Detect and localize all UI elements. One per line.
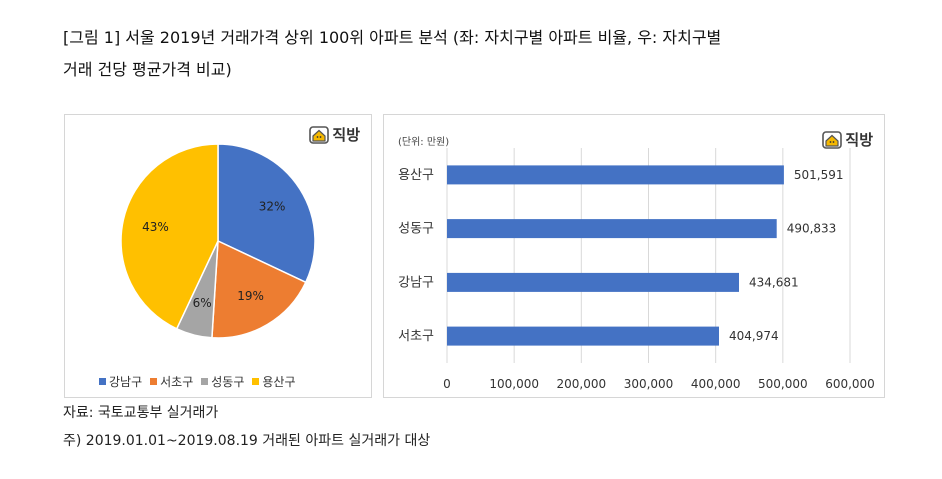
pie-slice-label: 43% [142, 220, 169, 234]
pie-slice-label: 19% [237, 289, 264, 303]
pie-slice [211, 239, 307, 339]
house-logo-icon [822, 130, 843, 149]
bar-chart-panel: (단위: 만원) 직방 0 100,000 200,000 300,000 400,00… [383, 114, 885, 398]
pie-chart-panel: 직방 32% 19% 6% 43% 강남구 서초구 성동구 용산구 [64, 114, 372, 398]
figure-caption-line-2: 거래 건당 평균가격 비교) [63, 60, 232, 79]
x-tick-label: 0 [443, 377, 451, 391]
y-category-label: 성동구 [398, 222, 434, 237]
pie-slice-label: 32% [259, 200, 286, 214]
brand-label: 직방 [332, 126, 360, 144]
pie-legend: 강남구 서초구 성동구 용산구 [99, 373, 304, 390]
x-tick-label: 500,000 [758, 377, 808, 391]
pie-slice [217, 143, 316, 284]
unit-label: (단위: 만원) [398, 137, 450, 148]
pie-chart: 32% 19% 6% 43% [120, 143, 316, 339]
legend-item: 서초구 [150, 373, 193, 390]
x-tick-label: 600,000 [825, 377, 875, 391]
bar [447, 165, 784, 185]
brand-label: 직방 [845, 131, 873, 149]
legend-label: 서초구 [160, 375, 194, 389]
x-tick-label: 300,000 [624, 377, 674, 391]
zigbang-logo: 직방 [822, 129, 873, 150]
period-note: 주) 2019.01.01~2019.08.19 거래된 아파트 실거래가 대상 [63, 433, 431, 449]
y-category-label: 서초구 [398, 329, 434, 344]
legend-swatch [201, 378, 209, 385]
zigbang-logo: 직방 [309, 124, 360, 145]
y-category-label: 용산구 [398, 168, 434, 183]
legend-label: 용산구 [262, 375, 296, 389]
legend-item: 성동구 [201, 373, 244, 390]
bar-value-label: 501,591 [794, 168, 844, 182]
legend-item: 용산구 [252, 373, 296, 390]
legend-swatch [150, 378, 158, 385]
bar [447, 326, 719, 346]
bar [447, 219, 777, 239]
legend-swatch [252, 378, 260, 385]
x-tick-label: 400,000 [691, 377, 741, 391]
legend-label: 강남구 [109, 375, 143, 389]
source-note: 자료: 국토교통부 실거래가 [63, 405, 219, 421]
bar [447, 272, 739, 292]
bar-value-label: 490,833 [787, 222, 837, 236]
y-category-label: 강남구 [398, 275, 434, 290]
pie-slice [120, 143, 219, 330]
legend-item: 강남구 [99, 373, 142, 390]
bar-value-label: 434,681 [749, 275, 799, 289]
house-logo-icon [309, 125, 330, 144]
x-tick-label: 100,000 [489, 377, 539, 391]
bar-value-label: 404,974 [729, 329, 779, 343]
legend-swatch [99, 378, 106, 385]
pie-slice-label: 6% [193, 296, 212, 310]
figure-caption-line-1: [그림 1] 서울 2019년 거래가격 상위 100위 아파트 분석 (좌: … [63, 28, 722, 47]
legend-label: 성동구 [211, 375, 245, 389]
bar-chart: 0 100,000 200,000 300,000 400,000 500,000 600,… [398, 148, 875, 391]
x-tick-label: 200,000 [557, 377, 607, 391]
